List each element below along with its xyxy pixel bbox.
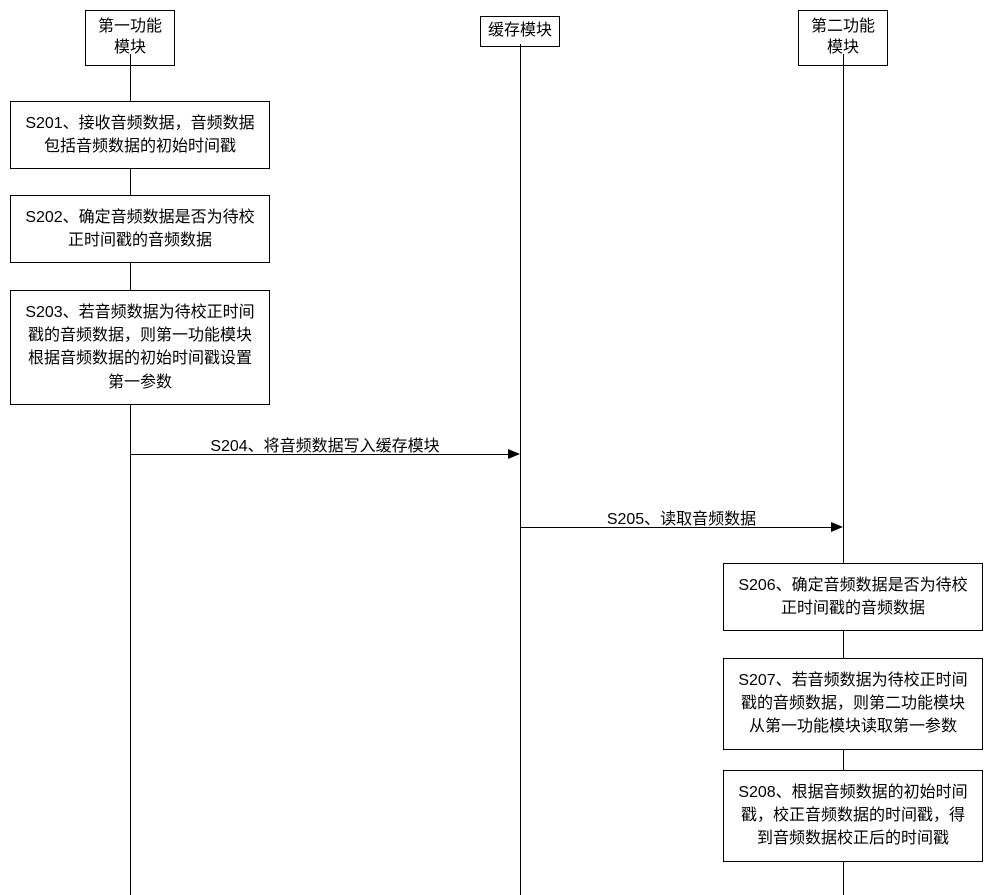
- lifeline-1: [130, 54, 131, 895]
- step-s203: S203、若音频数据为待校正时间戳的音频数据，则第一功能模块根据音频数据的初始时…: [10, 290, 270, 405]
- step-s206: S206、确定音频数据是否为待校正时间戳的音频数据: [723, 563, 983, 631]
- arrowhead-icon: [508, 449, 520, 459]
- step-s201: S201、接收音频数据，音频数据包括音频数据的初始时间戳: [10, 101, 270, 169]
- step-text: S201、接收音频数据，音频数据包括音频数据的初始时间戳: [25, 115, 254, 155]
- message-arrow-s205: [520, 527, 833, 528]
- message-text: S204、将音频数据写入缓存模块: [210, 438, 439, 455]
- message-label-s205: S205、读取音频数据: [520, 505, 843, 529]
- step-s208: S208、根据音频数据的初始时间戳，校正音频数据的时间戳，得到音频数据校正后的时…: [723, 770, 983, 862]
- step-s202: S202、确定音频数据是否为待校正时间戳的音频数据: [10, 195, 270, 263]
- participant-label: 第一功能模块: [98, 18, 162, 56]
- message-text: S205、读取音频数据: [607, 511, 756, 528]
- step-text: S206、确定音频数据是否为待校正时间戳的音频数据: [738, 577, 967, 617]
- step-s207: S207、若音频数据为待校正时间戳的音频数据，则第二功能模块从第一功能模块读取第…: [723, 658, 983, 750]
- participant-label: 缓存模块: [488, 22, 552, 39]
- participant-header-2: 缓存模块: [480, 16, 560, 47]
- step-text: S208、根据音频数据的初始时间戳，校正音频数据的时间戳，得到音频数据校正后的时…: [738, 784, 967, 847]
- message-arrow-s204: [130, 454, 510, 455]
- lifeline-2: [520, 44, 521, 895]
- step-text: S202、确定音频数据是否为待校正时间戳的音频数据: [25, 209, 254, 249]
- participant-label: 第二功能模块: [811, 18, 875, 56]
- step-text: S207、若音频数据为待校正时间戳的音频数据，则第二功能模块从第一功能模块读取第…: [738, 672, 967, 735]
- lifeline-3: [843, 54, 844, 895]
- step-text: S203、若音频数据为待校正时间戳的音频数据，则第一功能模块根据音频数据的初始时…: [25, 304, 254, 391]
- message-label-s204: S204、将音频数据写入缓存模块: [130, 432, 520, 456]
- arrowhead-icon: [831, 522, 843, 532]
